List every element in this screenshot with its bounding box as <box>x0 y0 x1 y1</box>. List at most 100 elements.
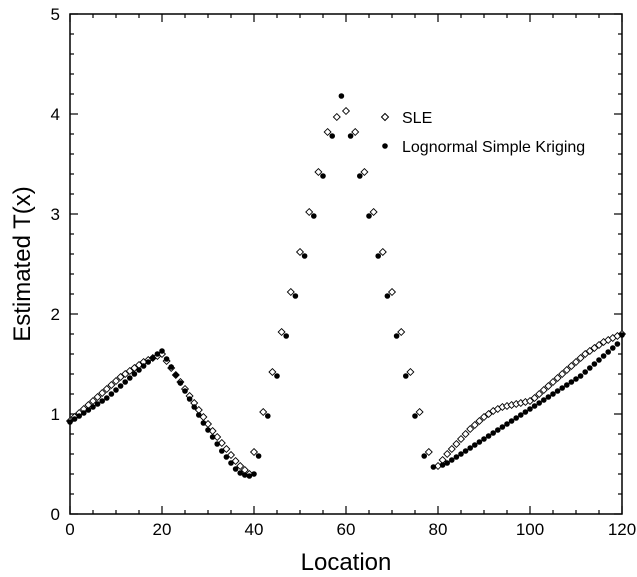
sle-point <box>305 207 314 217</box>
sle-point <box>231 456 240 466</box>
kriging-point <box>209 434 216 440</box>
kriging-point <box>71 416 78 422</box>
y-tick-label: 1 <box>51 405 60 424</box>
kriging-point <box>131 371 138 377</box>
x-tick-label: 40 <box>245 520 264 539</box>
kriging-point <box>127 375 133 381</box>
kriging-point <box>67 419 73 425</box>
kriging-point <box>485 433 492 439</box>
kriging-point <box>513 415 519 421</box>
kriging-point <box>439 462 446 468</box>
kriging-point <box>242 472 248 478</box>
kriging-point <box>347 133 354 139</box>
kriging-point <box>366 213 372 219</box>
kriging-point <box>573 376 579 382</box>
sle-point <box>222 444 231 454</box>
kriging-point <box>587 365 593 371</box>
sle-point <box>102 384 111 394</box>
sle-point <box>360 167 369 177</box>
sle-point <box>466 424 475 434</box>
sle-point <box>387 287 397 297</box>
legend: SLE Lognormal Simple Kriging <box>380 110 585 156</box>
sle-point <box>539 385 548 395</box>
y-tick-label: 0 <box>51 505 60 524</box>
kriging-point <box>283 333 290 339</box>
kriging-point <box>453 454 460 460</box>
sle-point <box>558 369 567 379</box>
sle-point <box>125 366 134 376</box>
sle-point <box>259 407 268 417</box>
sle-point <box>447 444 456 454</box>
sle-point <box>415 407 424 417</box>
sle-point <box>226 450 236 460</box>
x-tick-label: 20 <box>153 520 172 539</box>
kriging-point <box>490 430 497 436</box>
sle-point <box>470 420 479 430</box>
sle-point <box>571 357 581 367</box>
kriging-point <box>384 293 391 299</box>
kriging-point <box>559 385 565 391</box>
kriging-point <box>582 369 588 375</box>
sle-point <box>93 392 102 402</box>
kriging-point <box>311 213 317 219</box>
x-tick-label: 100 <box>516 520 544 539</box>
kriging-point <box>375 253 382 259</box>
kriging-point <box>191 404 197 410</box>
kriging-point <box>504 421 510 427</box>
kriging-point <box>495 427 501 433</box>
kriging-point <box>76 413 82 419</box>
kriging-point <box>564 382 570 388</box>
x-axis: 0 20 40 60 80 100 120 <box>65 14 636 539</box>
kriging-point <box>122 379 128 385</box>
kriging-point <box>610 345 616 351</box>
kriging-point <box>499 424 506 430</box>
sle-point <box>314 167 323 177</box>
y-axis: 0 1 2 3 4 5 <box>51 5 622 524</box>
sle-point <box>456 434 466 444</box>
sle-point <box>406 367 415 377</box>
kriging-point <box>536 400 542 406</box>
kriging-point <box>90 404 96 410</box>
kriging-point <box>357 173 363 179</box>
sle-point <box>323 127 332 137</box>
kriging-point <box>154 351 161 357</box>
x-tick-label: 80 <box>429 520 448 539</box>
sle-point <box>121 369 130 379</box>
kriging-point <box>614 341 621 347</box>
sle-point <box>475 416 484 426</box>
sle-point <box>369 207 378 217</box>
kriging-point <box>458 451 464 457</box>
kriging-point <box>168 364 174 370</box>
kriging-point <box>104 395 110 401</box>
sle-point <box>525 396 535 406</box>
kriging-point <box>159 348 165 354</box>
kriging-point <box>338 93 345 99</box>
kriging-point <box>301 253 308 259</box>
y-axis-label: Estimated T(x) <box>9 186 36 342</box>
sle-point <box>295 247 305 257</box>
kriging-point <box>81 410 87 416</box>
sle-point <box>332 112 341 122</box>
kriging-point <box>430 464 437 470</box>
kriging-point <box>545 394 552 400</box>
sle-point <box>576 353 585 363</box>
kriging-point <box>274 373 280 379</box>
kriging-point <box>467 445 474 451</box>
kriging-point <box>568 379 575 385</box>
sle-point <box>98 388 107 398</box>
kriging-point <box>163 356 170 362</box>
legend-marker-sle <box>380 112 390 122</box>
sle-point <box>351 127 360 137</box>
sle-point <box>378 247 387 257</box>
kriging-point <box>329 133 336 139</box>
kriging-point <box>94 401 101 407</box>
legend-marker-kriging <box>382 143 388 149</box>
kriging-point <box>255 453 262 459</box>
sle-point <box>107 380 116 390</box>
kriging-point <box>145 359 151 365</box>
sle-point <box>484 409 493 419</box>
sle-point <box>530 393 539 403</box>
sle-point <box>548 377 558 387</box>
sle-point <box>236 461 245 471</box>
